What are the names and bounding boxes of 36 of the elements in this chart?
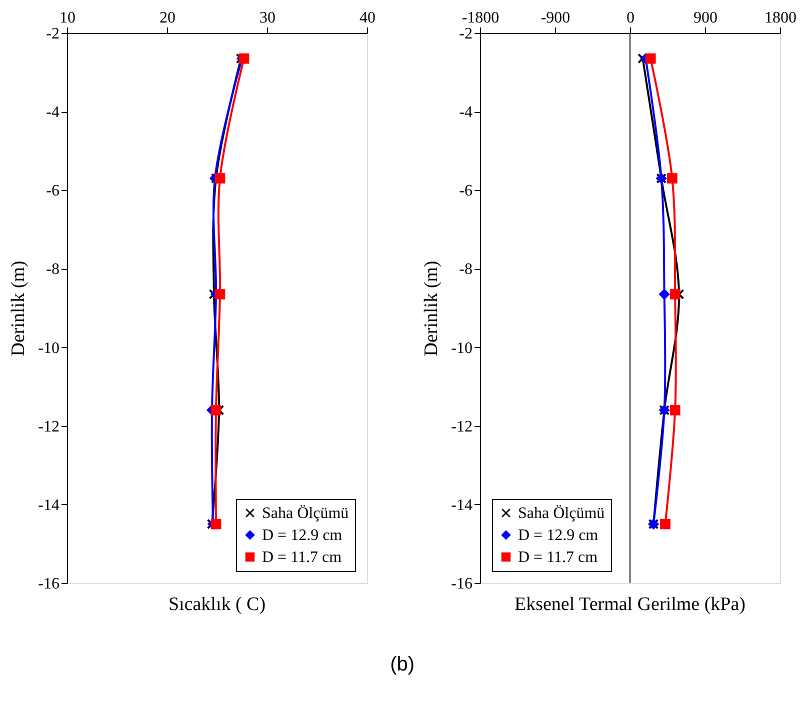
x-tick-label: 1800 xyxy=(764,10,796,26)
y-tick-label: -14 xyxy=(451,496,472,514)
y-tick-label: -2 xyxy=(459,26,472,42)
y-tick-label: -12 xyxy=(38,418,60,436)
y-tick-label: -14 xyxy=(38,496,60,514)
y-tick-label: -4 xyxy=(46,104,60,122)
y-tick-label: -6 xyxy=(459,182,472,200)
legend-label: D = 12.9 cm xyxy=(262,527,343,544)
y-tick-label: -8 xyxy=(46,261,60,278)
legend-label: Saha Ölçümü xyxy=(518,505,605,522)
x-tick-label: 0 xyxy=(626,10,634,26)
x-tick-label: 10 xyxy=(60,10,76,26)
x-tick-label: -1800 xyxy=(462,10,500,26)
x-tick-label: 30 xyxy=(260,10,276,26)
y-tick-label: -2 xyxy=(46,26,60,42)
y-tick-label: -16 xyxy=(38,576,60,592)
y-tick-label: -8 xyxy=(459,261,472,278)
y-axis-title: Derinlik (m) xyxy=(421,260,442,356)
y-tick-label: -12 xyxy=(451,418,472,436)
x-tick-label: 20 xyxy=(160,10,176,26)
x-tick-label: 40 xyxy=(360,10,376,26)
legend-label: D = 12.9 cm xyxy=(518,527,599,544)
x-axis-title: Eksenel Termal Gerilme (kPa) xyxy=(514,594,746,615)
text: (b) xyxy=(390,654,415,676)
y-axis-title: Derinlik (m) xyxy=(8,260,30,356)
x-axis-title: Sıcaklık ( C) xyxy=(168,594,266,615)
x-tick-label: -900 xyxy=(540,10,570,26)
x-tick-label: 900 xyxy=(694,10,718,26)
legend-label: Saha Ölçümü xyxy=(262,505,349,522)
legend-label: D = 11.7 cm xyxy=(262,549,342,566)
y-tick-label: -16 xyxy=(451,576,472,592)
y-tick-label: -6 xyxy=(46,182,60,200)
y-tick-label: -10 xyxy=(451,340,472,357)
y-tick-label: -10 xyxy=(38,340,60,357)
legend-label: D = 11.7 cm xyxy=(518,549,598,566)
y-tick-label: -4 xyxy=(459,104,472,122)
